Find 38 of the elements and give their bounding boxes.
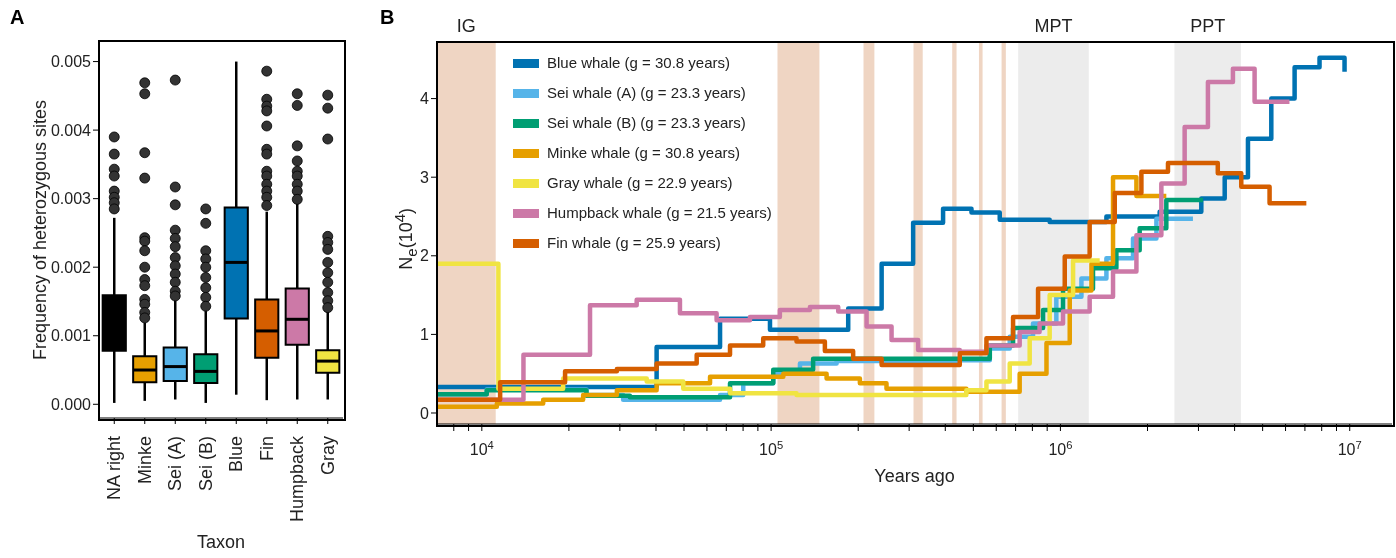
y-tick-label: 2 xyxy=(420,247,430,265)
x-axis-title: Taxon xyxy=(195,532,246,553)
y-tick-label: 0.001 xyxy=(50,327,92,345)
x-tick-label: Humpback xyxy=(287,435,308,523)
x-tick-label: 10$^{5}$ xyxy=(759,439,784,458)
x-tick-label: Sei (A) xyxy=(165,436,186,492)
y-tick-label: 0.003 xyxy=(50,190,92,208)
chart-title: B xyxy=(380,6,395,29)
y-tick-label: 0.000 xyxy=(50,395,92,413)
chart-title: A xyxy=(10,6,25,29)
x-tick-label: Sei (B) xyxy=(195,436,216,492)
y-tick-label: 4 xyxy=(420,90,430,108)
x-axis-title: Years ago xyxy=(873,466,956,487)
band-label: IG xyxy=(456,16,476,36)
legend-label: Gray whale (g = 22.9 years) xyxy=(547,173,733,193)
legend-label: Sei whale (B) (g = 23.3 years) xyxy=(547,113,746,133)
y-tick-label: 0.005 xyxy=(50,53,92,71)
y-tick-label: 0.002 xyxy=(50,258,92,276)
y-axis-title: Frequency of heterozygous sites xyxy=(29,98,51,362)
y-tick-label: 0 xyxy=(420,404,430,422)
y-tick-label: 1 xyxy=(420,326,430,344)
legend-label: Blue whale (g = 30.8 years) xyxy=(547,53,731,73)
x-tick-label: Gray xyxy=(317,436,338,476)
y-tick-label: 3 xyxy=(420,168,430,186)
legend-label: Minke whale (g = 30.8 years) xyxy=(547,143,741,163)
x-tick-label: Minke xyxy=(134,436,155,485)
band-label: PPT xyxy=(1190,16,1226,36)
x-tick-label: Blue xyxy=(226,436,247,473)
legend-label: Sei whale (A) (g = 23.3 years) xyxy=(547,83,746,103)
x-tick-label: Fin xyxy=(256,436,277,462)
x-tick-label: 10$^{4}$ xyxy=(469,439,494,458)
legend-label: Humpback whale (g = 21.5 years) xyxy=(547,203,772,223)
x-tick-label: NA right xyxy=(104,436,125,501)
x-tick-label: 10$^{7}$ xyxy=(1337,439,1362,458)
band-label: MPT xyxy=(1034,16,1073,36)
legend-label: Fin whale (g = 25.9 years) xyxy=(547,233,721,253)
y-tick-label: 0.004 xyxy=(50,121,92,139)
x-tick-label: 10$^{6}$ xyxy=(1048,439,1073,458)
